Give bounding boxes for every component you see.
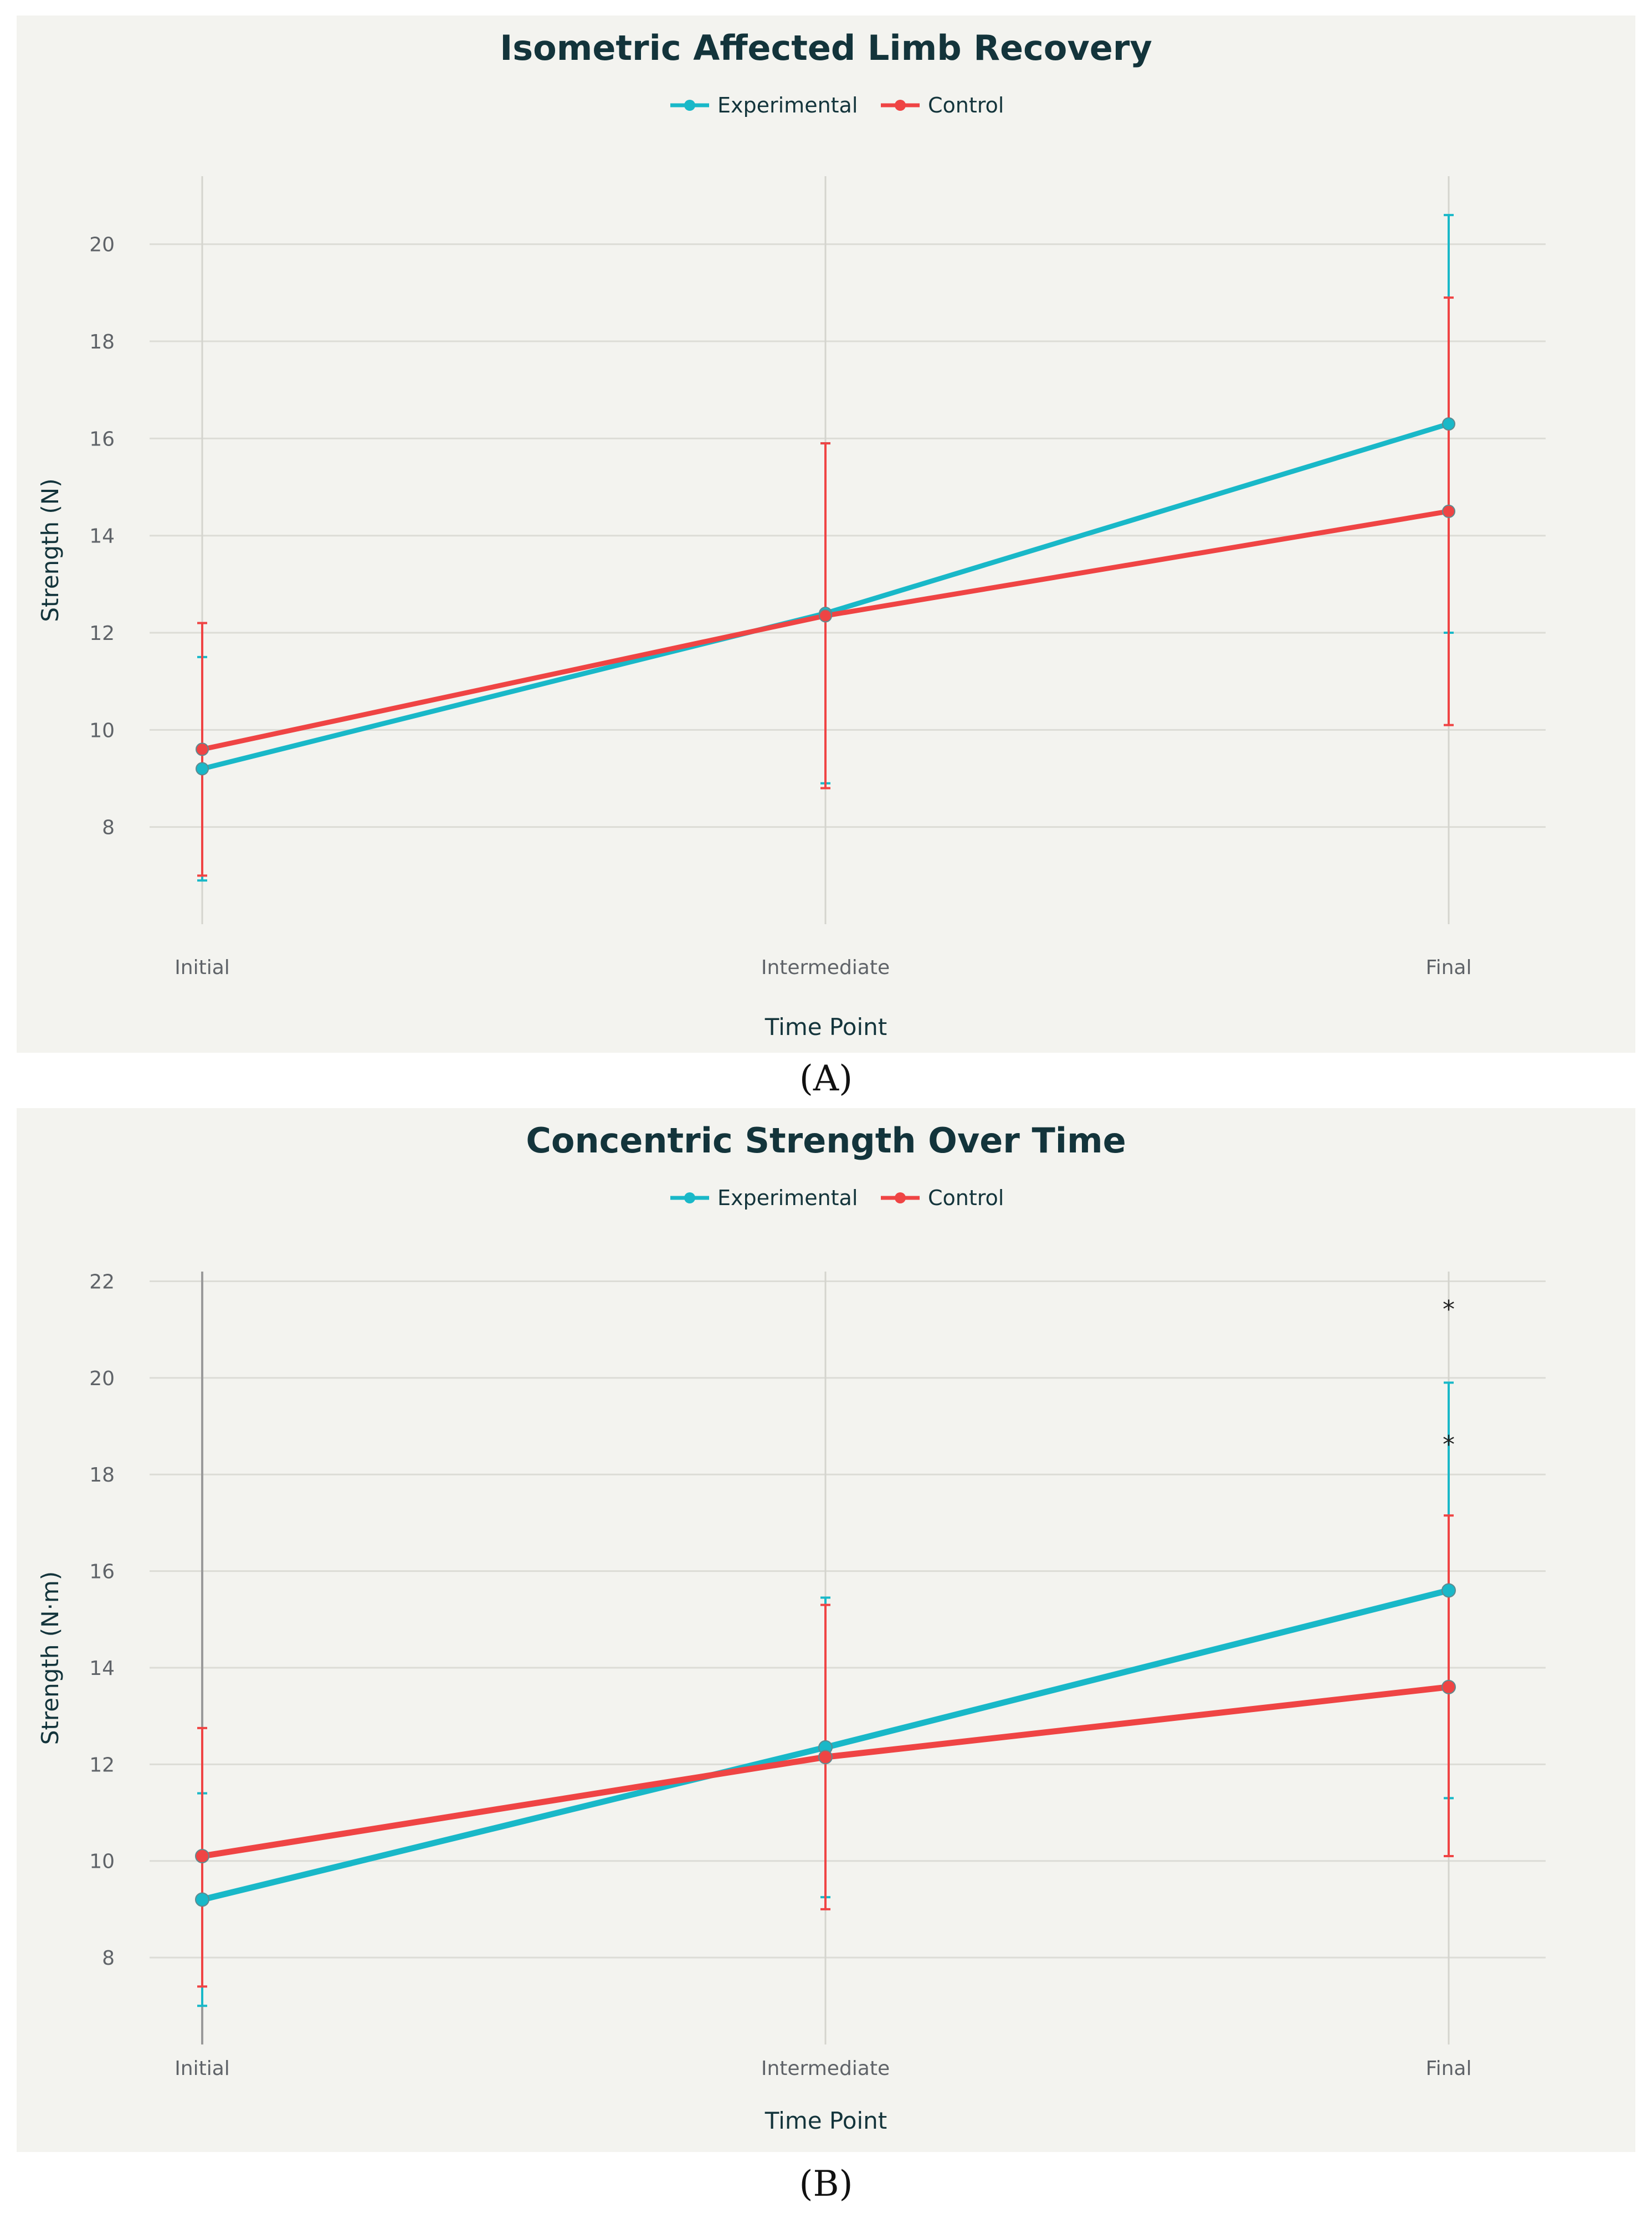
chart-title: Isometric Affected Limb Recovery (500, 28, 1152, 68)
data-point-control (1441, 1679, 1456, 1694)
y-tick-label: 8 (102, 1947, 115, 1970)
y-tick-label: 8 (102, 817, 115, 839)
x-tick-label: Initial (175, 2057, 230, 2080)
legend: Experimental Control (670, 93, 1004, 117)
chart-panel-b: Concentric Strength Over Time Experimenta… (17, 1108, 1635, 2152)
legend-label-experimental: Experimental (717, 1186, 858, 1210)
legend-marker-control (895, 1192, 906, 1203)
y-tick-label: 22 (89, 1270, 115, 1293)
data-point-experimental (196, 762, 209, 776)
chart-title: Concentric Strength Over Time (526, 1120, 1126, 1161)
x-tick-label: Initial (175, 956, 230, 979)
y-tick-label: 18 (89, 1464, 115, 1487)
legend-marker-experimental (684, 100, 695, 111)
x-tick-label: Final (1426, 2057, 1472, 2080)
x-tick-label: Intermediate (761, 2057, 890, 2080)
legend-label-control: Control (928, 1186, 1004, 1210)
legend-marker-control (895, 100, 906, 111)
data-point-control (196, 742, 209, 756)
y-tick-label: 12 (89, 622, 115, 645)
y-axis-label: Strength (N·m) (37, 1571, 64, 1745)
x-tick-label: Final (1426, 956, 1472, 979)
legend-marker-experimental (684, 1192, 695, 1203)
y-tick-label: 10 (89, 1851, 115, 1873)
y-tick-label: 16 (89, 1561, 115, 1584)
caption-b: (B) (799, 2164, 853, 2205)
y-tick-label: 20 (89, 1367, 115, 1390)
chart-a-svg: Isometric Affected Limb Recovery Experime… (37, 28, 1546, 1041)
y-tick-label: 18 (89, 331, 115, 353)
caption-a: (A) (799, 1058, 853, 1099)
data-point-control (1442, 504, 1455, 518)
significance-marker: * (1443, 1295, 1455, 1324)
y-axis-label: Strength (N) (37, 478, 64, 622)
data-point-control (819, 609, 832, 623)
significance-marker: * (1443, 1431, 1455, 1459)
y-tick-label: 12 (89, 1754, 115, 1776)
y-tick-label: 14 (89, 525, 115, 548)
x-tick-label: Intermediate (761, 956, 890, 979)
y-tick-label: 16 (89, 428, 115, 450)
y-tick-label: 10 (89, 719, 115, 742)
data-point-experimental (1442, 417, 1455, 431)
legend: Experimental Control (670, 1186, 1004, 1210)
data-point-experimental (1441, 1583, 1456, 1598)
y-tick-label: 14 (89, 1657, 115, 1680)
chart-panel-a: Isometric Affected Limb Recovery Experime… (17, 16, 1635, 1053)
data-point-control (195, 1848, 209, 1863)
x-axis-label: Time Point (765, 2107, 887, 2134)
legend-label-experimental: Experimental (717, 93, 858, 117)
data-point-control (818, 1750, 833, 1765)
data-point-experimental (195, 1892, 209, 1907)
legend-label-control: Control (928, 93, 1004, 117)
chart-b-svg: Concentric Strength Over Time Experimenta… (37, 1120, 1546, 2134)
y-tick-label: 20 (89, 234, 115, 257)
x-axis-label: Time Point (765, 1013, 887, 1041)
